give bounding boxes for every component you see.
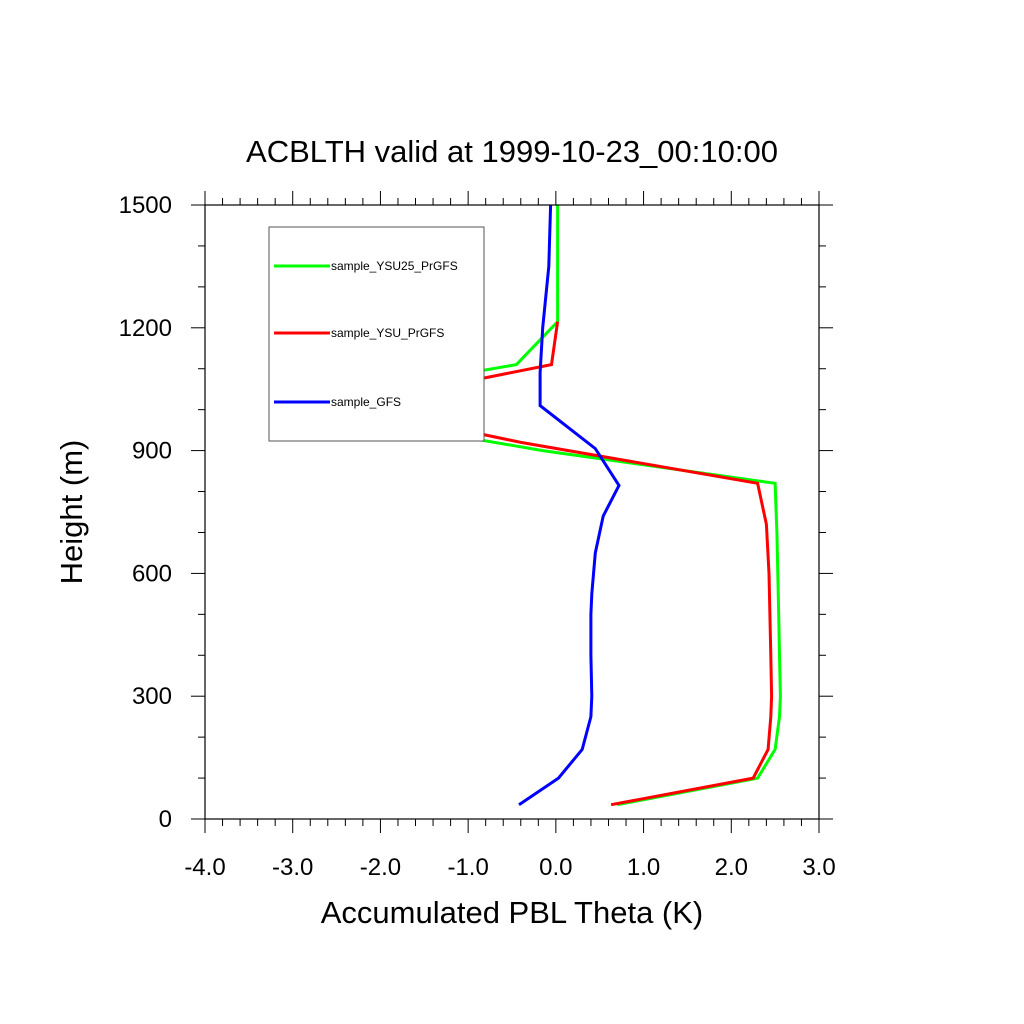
legend: sample_YSU25_PrGFS sample_YSU_PrGFSsample… [268,226,485,442]
y-tick-labels: 0 300 600 900 1200 1500 [119,192,172,833]
axis-ticks [191,191,833,833]
x-tick-label: -3.0 [272,854,313,881]
x-tick-label: -4.0 [184,854,225,881]
y-tick-label: 600 [132,560,172,587]
x-tick-label: 0.0 [539,854,572,881]
x-tick-label: -1.0 [447,854,488,881]
y-tick-label: 1200 [119,315,172,342]
y-axis-label: Height (m) [54,440,89,585]
legend-label: sample_GFS [331,395,401,409]
legend-label: sample_YSU25_PrGFS [331,259,458,273]
y-tick-label: 1500 [119,192,172,219]
x-tick-labels: -4.0 -3.0 -2.0 -1.0 0.0 1.0 2.0 3.0 [184,854,835,881]
legend-label: sample_YSU_PrGFS [331,326,444,340]
series-line-sample_GFS [518,204,621,806]
y-tick-label: 900 [132,438,172,465]
chart-title: ACBLTH valid at 1999-10-23_00:10:00 [246,134,778,169]
x-tick-label: 2.0 [715,854,748,881]
x-tick-label: 3.0 [802,854,835,881]
x-tick-label: -2.0 [360,854,401,881]
x-tick-label: 1.0 [627,854,660,881]
series-line-sample_YSU25_PrGFS [279,205,782,807]
y-tick-label: 0 [159,806,172,833]
x-axis-label: Accumulated PBL Theta (K) [321,895,704,930]
y-tick-label: 300 [132,683,172,710]
plot-frame [204,204,820,820]
